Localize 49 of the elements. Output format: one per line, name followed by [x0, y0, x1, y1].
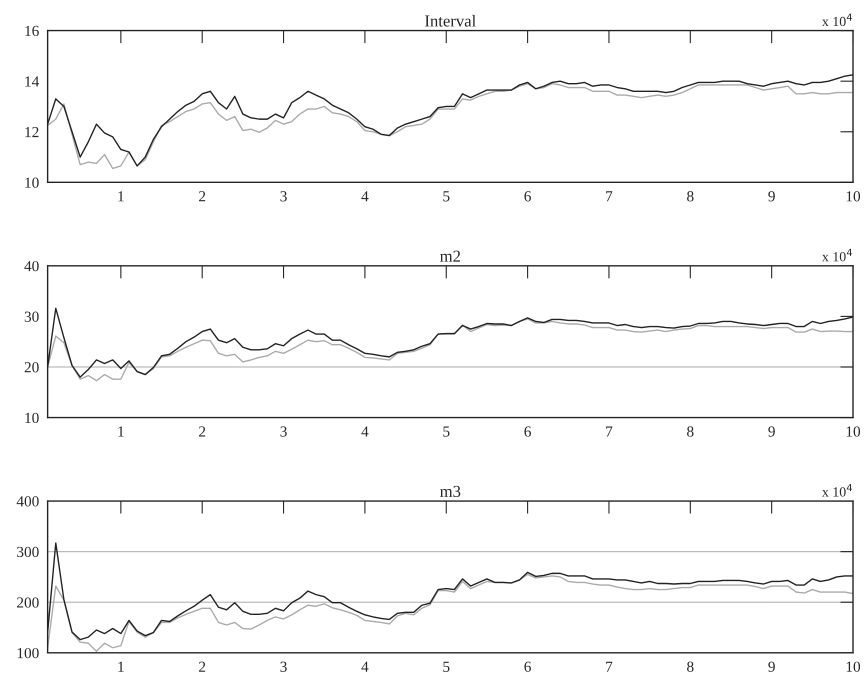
chart-title: m2: [440, 250, 460, 262]
x-tick-label: 9: [768, 191, 775, 202]
x-tick-label: 2: [199, 191, 206, 202]
x-tick-label: 5: [443, 191, 450, 202]
x-tick-label: 3: [280, 662, 287, 672]
x-tick-label: 10: [846, 426, 860, 437]
y-tick-label: 16: [25, 26, 39, 36]
y-tick-label: 300: [17, 546, 39, 558]
line-series: [48, 318, 854, 382]
text: x 10$^{4}$: [822, 14, 852, 26]
x-tick-label: 6: [524, 191, 531, 202]
x-tick-label: 2: [199, 662, 206, 672]
x-tick-label: 5: [443, 662, 450, 672]
chart-title: Interval: [425, 14, 476, 27]
x-tick-label: 2: [199, 426, 206, 437]
x-tick-label: 3: [280, 426, 287, 437]
y-tick-label: 20: [24, 362, 39, 372]
y-tick-label: 10: [25, 177, 39, 188]
x-tick-label: 6: [524, 662, 531, 672]
y-tick-label: 40: [24, 260, 39, 272]
y-tick-label: 400: [16, 496, 39, 506]
x-tick-label: 7: [606, 662, 612, 672]
y-tick-label: 10: [25, 412, 39, 424]
x-tick-label: 7: [606, 426, 612, 437]
x-tick-label: 1: [118, 662, 124, 672]
text: x 10$^{4}$: [822, 248, 852, 262]
x-tick-label: 8: [687, 426, 694, 437]
y-tick-label: 14: [25, 76, 40, 86]
x-tick-label: 1: [118, 426, 124, 437]
chart-title: m3: [440, 486, 460, 498]
x-tick-label: 3: [280, 191, 287, 202]
x-tick-label: 8: [687, 662, 694, 672]
x-tick-label: 1: [118, 191, 124, 202]
x-tick-label: 4: [361, 426, 368, 437]
x-tick-label: 7: [606, 191, 612, 202]
y-tick-label: 200: [17, 597, 39, 608]
text: x 10$^{4}$: [822, 484, 852, 497]
x-tick-label: 9: [768, 426, 775, 437]
x-tick-label: 8: [687, 191, 694, 202]
x-tick-label: 4: [361, 662, 368, 672]
x-tick-label: 9: [768, 662, 775, 672]
y-tick-label: 12: [25, 126, 38, 138]
x-tick-label: 10: [846, 662, 860, 672]
x-tick-label: 4: [361, 191, 368, 202]
y-tick-label: 30: [24, 312, 39, 322]
x-tick-label: 10: [846, 191, 860, 202]
y-tick-label: 100: [18, 648, 39, 658]
x-tick-label: 5: [443, 426, 450, 437]
x-tick-label: 6: [524, 426, 531, 437]
